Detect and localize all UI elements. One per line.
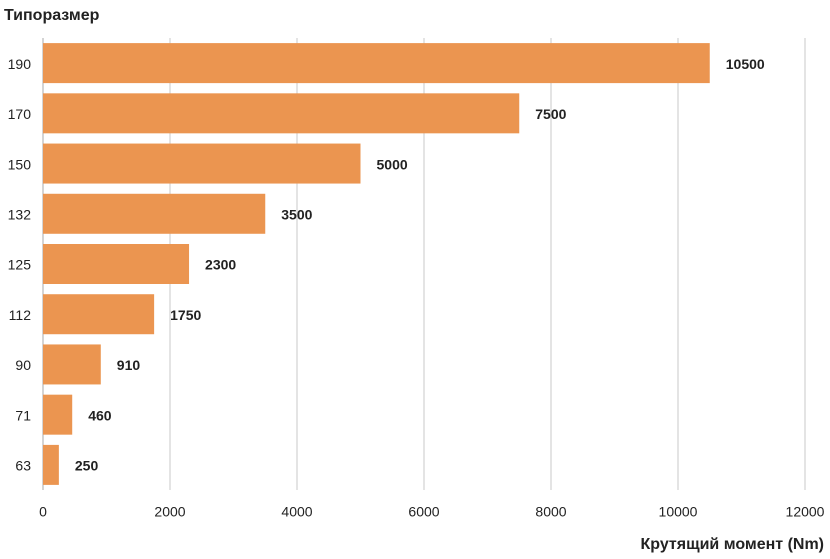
data-label: 1750 <box>170 307 201 323</box>
data-label: 7500 <box>535 106 566 122</box>
x-axis-title: Крутящий момент (Nm) <box>640 536 824 553</box>
y-axis-title: Типоразмер <box>4 7 100 24</box>
x-tick-label: 0 <box>39 504 47 520</box>
bar <box>43 193 266 234</box>
y-tick-label: 71 <box>15 407 31 423</box>
data-label: 5000 <box>377 156 408 172</box>
x-tick-label: 6000 <box>408 504 439 520</box>
bar <box>43 43 710 84</box>
bar <box>43 444 59 485</box>
y-tick-label: 112 <box>9 307 32 323</box>
data-label: 250 <box>75 458 99 474</box>
y-tick-label: 132 <box>8 206 32 222</box>
x-tick-label: 8000 <box>535 504 566 520</box>
x-tick-label: 12000 <box>786 504 825 520</box>
y-tick-label: 170 <box>8 106 32 122</box>
data-label: 10500 <box>726 56 765 72</box>
bar <box>43 344 101 385</box>
x-tick-label: 10000 <box>659 504 698 520</box>
y-tick-label: 63 <box>15 458 31 474</box>
data-label: 910 <box>117 357 141 373</box>
data-label: 2300 <box>205 257 236 273</box>
y-tick-label: 150 <box>8 156 32 172</box>
bar <box>43 143 361 184</box>
data-label: 3500 <box>281 206 312 222</box>
x-tick-label: 2000 <box>154 504 185 520</box>
y-tick-label: 125 <box>8 257 32 273</box>
data-label: 460 <box>88 407 112 423</box>
y-tick-label: 90 <box>15 357 31 373</box>
bar <box>43 294 155 335</box>
y-tick-label: 190 <box>8 56 32 72</box>
bar <box>43 244 190 284</box>
x-tick-label: 4000 <box>281 504 312 520</box>
bar <box>43 93 520 134</box>
bar <box>43 394 73 435</box>
